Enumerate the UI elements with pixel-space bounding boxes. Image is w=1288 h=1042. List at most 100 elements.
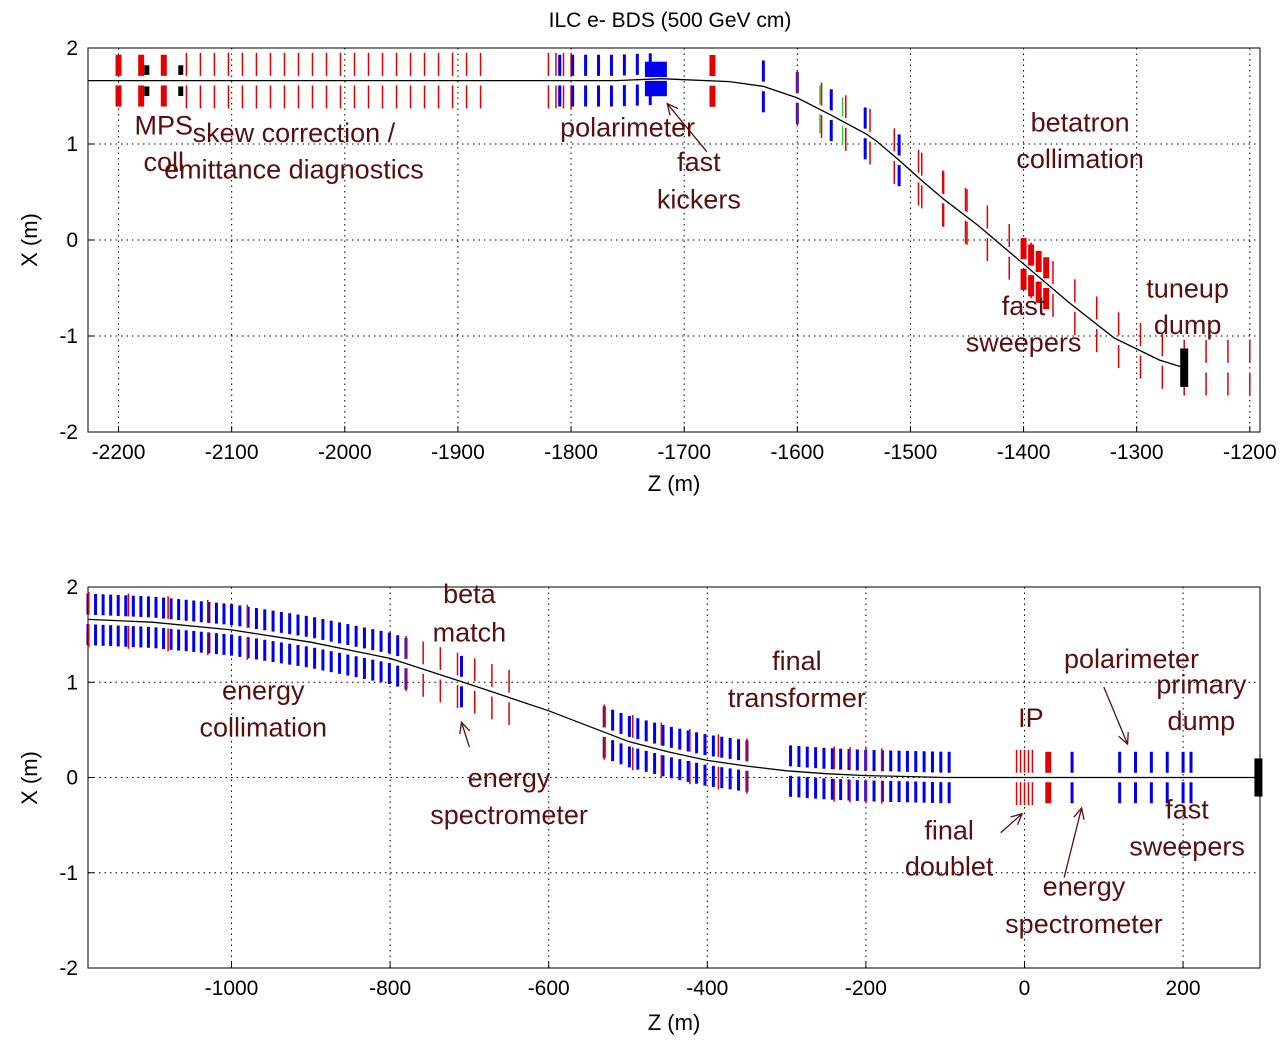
x-tick-label: -1400 <box>997 441 1051 464</box>
quadrupole-lower <box>584 85 588 107</box>
top-grid <box>88 47 1260 433</box>
bend-upper <box>138 54 145 76</box>
quadrupole-upper <box>154 596 158 618</box>
thin-magnet-upper <box>241 52 244 76</box>
quadrupole-upper <box>822 747 826 769</box>
thin-magnet-upper <box>942 170 944 194</box>
thin-magnet-lower <box>167 628 169 652</box>
kicker-block-lower <box>644 80 667 97</box>
quadrupole-upper <box>839 748 843 770</box>
quadrupole-upper <box>695 732 699 754</box>
x-tick-label: -1900 <box>431 441 485 464</box>
quadrupole-upper <box>627 715 631 737</box>
annotation-arrow-shaft <box>460 722 471 748</box>
thin-magnet-upper <box>1023 749 1026 773</box>
thin-magnet-lower <box>199 85 202 109</box>
quadrupole-lower <box>109 625 113 647</box>
quadrupole-lower <box>222 633 226 655</box>
annotation-label: tuneup <box>1146 274 1229 304</box>
quadrupole-upper <box>338 622 342 644</box>
annotation-label: doublet <box>905 852 994 882</box>
annotation-label: energy <box>468 763 551 793</box>
thin-magnet-upper <box>206 599 209 623</box>
thin-magnet-upper <box>1249 339 1251 363</box>
quadrupole-lower <box>184 630 188 652</box>
quadrupole-upper <box>789 745 793 767</box>
thin-magnet-lower <box>409 85 412 109</box>
quadrupole-upper <box>622 54 626 76</box>
quadrupole-upper <box>379 630 383 652</box>
quadrupole-lower <box>313 647 317 669</box>
thin-magnet-lower <box>465 85 468 109</box>
x-tick-label: -1200 <box>1223 441 1277 464</box>
quadrupole-upper <box>830 748 834 770</box>
thin-magnet-lower <box>206 632 209 656</box>
y-tick-label: 0 <box>66 229 78 252</box>
thin-magnet-lower <box>603 736 605 760</box>
sweeper-lower <box>1035 281 1042 303</box>
quadrupole-lower <box>94 624 98 646</box>
thin-magnet-upper <box>964 187 967 212</box>
quadrupole-upper <box>1181 751 1185 773</box>
quadrupole-upper <box>829 89 833 111</box>
quadrupole-upper <box>177 599 181 621</box>
x-tick-label: -1600 <box>770 441 824 464</box>
y-tick-label: 0 <box>66 767 78 790</box>
y-tick-label: 1 <box>66 671 78 694</box>
quadrupole-upper <box>905 750 909 772</box>
thin-magnet-upper <box>833 746 835 770</box>
thin-magnet-upper <box>820 82 823 106</box>
annotation-label: sweepers <box>1129 832 1245 862</box>
quadrupole-lower <box>124 625 128 647</box>
quadrupole-lower <box>263 639 267 661</box>
x-tick-label: -400 <box>686 977 728 1000</box>
bottom-trajectory <box>87 618 1260 779</box>
quadrupole-upper <box>914 751 918 773</box>
thin-magnet-lower <box>660 754 663 778</box>
bottom-xlabel: Z (m) <box>648 1010 701 1035</box>
sextupole-lower <box>841 126 844 146</box>
bend-lower <box>160 85 167 107</box>
thin-magnet-lower <box>269 85 272 109</box>
quadrupole-lower <box>609 85 613 107</box>
quadrupole-upper <box>922 751 926 773</box>
thin-magnet-upper <box>227 52 230 76</box>
annotation-label: polarimeter <box>1064 644 1199 674</box>
x-tick-label: -2200 <box>92 441 146 464</box>
thin-magnet-lower <box>820 115 823 139</box>
quadrupole-lower <box>279 642 283 664</box>
thin-magnet-upper <box>1117 312 1120 336</box>
annotation-label: emittance diagnostics <box>164 155 424 185</box>
quadrupole-lower <box>872 780 876 802</box>
annotation-arrow-head <box>1073 806 1085 820</box>
thin-magnet-upper <box>405 635 407 659</box>
quadrupole-upper <box>313 617 317 639</box>
thin-magnet-upper <box>199 52 202 76</box>
annotation-label: IP <box>1018 703 1044 733</box>
quadrupole-lower <box>207 632 211 654</box>
thin-magnet-lower <box>479 85 482 109</box>
thin-magnet-lower <box>456 685 459 708</box>
thin-magnet-upper <box>570 52 572 76</box>
annotation-label: dump <box>1154 310 1222 340</box>
thin-magnet-upper <box>796 70 799 94</box>
annotation-arrow-head <box>1118 732 1129 746</box>
annotation-arrow-shaft <box>666 103 708 153</box>
quadrupole-upper <box>124 595 128 617</box>
thin-magnet-lower <box>241 85 244 109</box>
top-trajectory <box>88 78 1185 369</box>
quadrupole-lower <box>914 781 918 803</box>
annotation-label: fast <box>677 147 721 177</box>
annotation-label: skew correction / <box>193 118 396 148</box>
quadrupole-upper <box>661 724 665 746</box>
annotation-label: energy <box>1043 872 1126 902</box>
quadrupole-upper <box>459 655 463 677</box>
annotation-arrow-head <box>459 720 471 735</box>
x-tick-label: -2000 <box>318 441 372 464</box>
quadrupole-upper <box>558 54 562 76</box>
bend-upper <box>160 54 167 76</box>
quadrupole-lower <box>897 165 901 187</box>
quadrupole-lower <box>789 775 793 797</box>
quadrupole-lower <box>362 657 366 679</box>
thin-magnet-lower <box>88 624 90 648</box>
